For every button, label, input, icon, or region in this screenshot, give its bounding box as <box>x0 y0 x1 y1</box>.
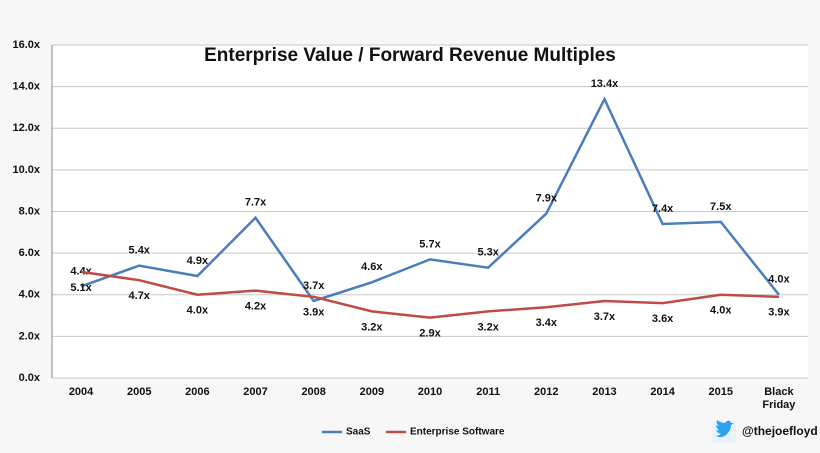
data-label: 3.4x <box>536 317 558 329</box>
data-label: 4.9x <box>187 255 209 267</box>
data-label: 7.9x <box>536 192 558 204</box>
data-label: 7.4x <box>652 203 674 215</box>
x-tick-label: 2009 <box>359 386 385 398</box>
legend-label: Enterprise Software <box>410 427 505 438</box>
data-label: 3.2x <box>477 321 499 333</box>
data-label: 5.3x <box>477 247 499 259</box>
twitter-icon <box>712 420 736 443</box>
data-label: 4.7x <box>129 290 151 302</box>
y-tick-label: 4.0x <box>19 289 41 301</box>
x-tick-label: 2012 <box>534 386 559 398</box>
x-tick-label: 2004 <box>68 386 94 398</box>
data-label: 4.0x <box>710 305 732 317</box>
y-tick-label: 14.0x <box>12 81 40 93</box>
x-tick-label: 2013 <box>592 386 617 398</box>
legend-label: SaaS <box>346 427 371 438</box>
data-label: 5.4x <box>129 245 151 257</box>
x-tick-label: 2006 <box>185 386 210 398</box>
data-label: 3.9x <box>303 307 325 319</box>
data-label: 7.7x <box>245 197 267 209</box>
series-line <box>80 270 779 319</box>
x-tick-label: 2011 <box>476 386 501 398</box>
data-label: 3.2x <box>361 321 383 333</box>
chart-title: Enterprise Value / Forward Revenue Multi… <box>204 45 616 66</box>
y-tick-label: 0.0x <box>19 372 41 384</box>
data-label: 3.9x <box>768 307 790 319</box>
y-tick-label: 12.0x <box>12 122 40 134</box>
y-tick-label: 6.0x <box>19 247 41 259</box>
x-tick-label: 2010 <box>417 386 443 398</box>
data-label: 4.0x <box>187 305 209 317</box>
y-tick-label: 2.0x <box>19 330 41 342</box>
data-label: 5.1x <box>70 282 92 294</box>
x-tick-label: 2008 <box>301 386 326 398</box>
y-tick-label: 8.0x <box>19 205 41 217</box>
data-label: 7.5x <box>710 201 732 213</box>
x-tick-label: 2007 <box>243 386 268 398</box>
data-label: 4.2x <box>245 300 267 312</box>
data-label: 13.4x <box>591 78 619 90</box>
x-tick-label: 2005 <box>126 386 152 398</box>
data-label: 3.7x <box>303 280 325 292</box>
data-label: 3.6x <box>652 313 674 325</box>
y-tick-label: 16.0x <box>12 39 40 51</box>
data-label: 4.6x <box>361 261 383 273</box>
attribution: @thejoefloyd <box>742 424 818 438</box>
data-label: 3.7x <box>594 311 616 323</box>
x-tick-label: Black Friday <box>762 386 796 411</box>
y-tick-label: 10.0x <box>12 164 40 176</box>
data-label: 5.7x <box>419 238 441 250</box>
x-tick-label: 2015 <box>708 386 733 398</box>
x-tick-label: 2014 <box>650 386 675 398</box>
data-label: 4.0x <box>768 274 790 286</box>
data-label: 2.9x <box>419 328 441 340</box>
series-line <box>80 96 780 303</box>
